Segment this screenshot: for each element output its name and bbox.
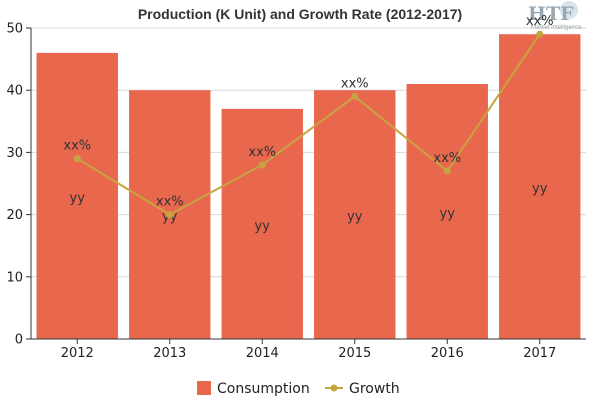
growth-point-2017[interactable] [536, 30, 544, 38]
growth-point-2014[interactable] [258, 161, 266, 169]
legend: Consumption Growth [197, 381, 400, 397]
growth-data-label: xx% [341, 76, 369, 91]
growth-data-label: xx% [526, 14, 554, 29]
globe-icon [560, 1, 578, 19]
y-tick-label: 20 [6, 208, 23, 223]
bar-2016[interactable] [406, 83, 488, 339]
growth-data-label: xx% [433, 151, 461, 166]
bar-data-label: yy [440, 206, 456, 221]
growth-point-2016[interactable] [443, 167, 451, 175]
growth-data-label: xx% [63, 139, 91, 154]
chart-title: Production (K Unit) and Growth Rate (201… [138, 6, 462, 22]
y-axis: 0 10 20 30 40 50 [6, 22, 32, 348]
y-tick-label: 50 [6, 22, 23, 37]
growth-point-2012[interactable] [73, 155, 81, 163]
growth-line [76, 33, 541, 216]
bar-2014[interactable] [221, 108, 303, 339]
x-tick-label: 2012 [61, 346, 94, 361]
growth-point-2015[interactable] [351, 92, 359, 100]
x-axis: 2012 2013 2014 2015 2016 2017 [31, 338, 586, 361]
bar-data-label: yy [70, 191, 86, 206]
bar-2015[interactable] [314, 90, 396, 339]
x-tick-label: 2014 [246, 346, 279, 361]
y-tick-label: 0 [15, 333, 23, 348]
bar-data-label: yy [532, 182, 548, 197]
growth-data-label: xx% [248, 145, 276, 160]
y-tick-label: 40 [6, 84, 23, 99]
line-series [73, 30, 544, 219]
legend-label-growth: Growth [349, 381, 400, 397]
line-data-labels: xx% xx% xx% xx% xx% xx% [63, 14, 553, 209]
growth-data-label: xx% [156, 195, 184, 210]
bar-2012[interactable] [36, 52, 118, 339]
legend-swatch-consumption [197, 381, 211, 395]
y-tick-label: 10 [6, 270, 23, 285]
legend-swatch-growth-marker [330, 384, 338, 392]
bar-series [36, 34, 581, 339]
legend-item-growth[interactable]: Growth [325, 381, 400, 397]
legend-label-consumption: Consumption [217, 381, 310, 397]
bar-2017[interactable] [499, 34, 581, 339]
x-tick-label: 2013 [153, 346, 186, 361]
y-tick-label: 30 [6, 146, 23, 161]
x-tick-label: 2016 [431, 346, 464, 361]
bar-data-label: yy [347, 210, 363, 225]
bar-data-label: yy [255, 219, 271, 234]
x-tick-label: 2015 [338, 346, 371, 361]
logo-text: HTF [528, 3, 574, 25]
legend-item-consumption[interactable]: Consumption [197, 381, 310, 397]
growth-point-2013[interactable] [166, 211, 174, 219]
x-tick-label: 2017 [523, 346, 556, 361]
